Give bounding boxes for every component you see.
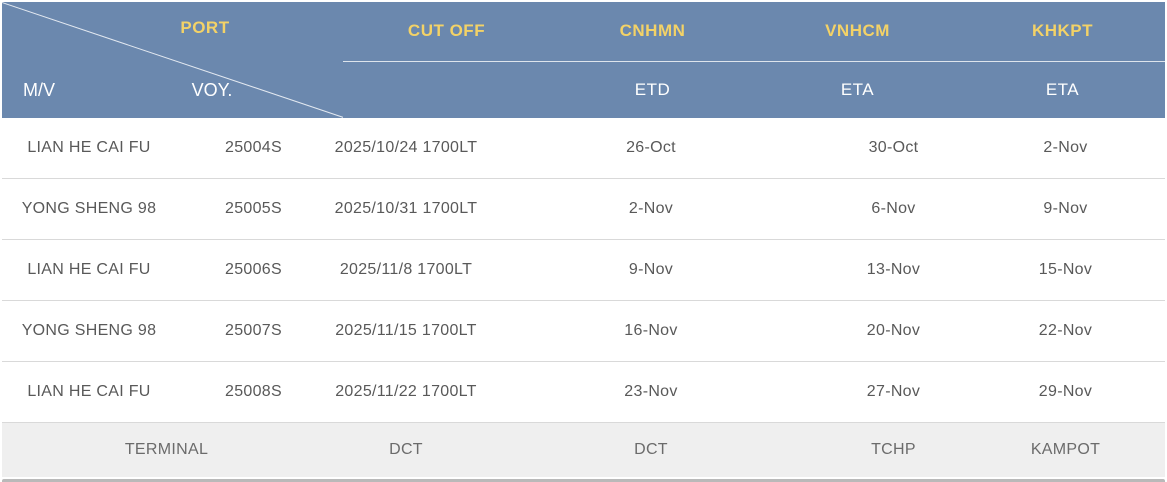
horizontal-scrollbar[interactable] — [2, 479, 1165, 482]
cutoff-cell: 2025/11/15 1700LT — [335, 322, 477, 339]
terminal-row: TERMINAL DCT DCT TCHP KAMPOT — [2, 423, 1165, 477]
table-header: PORT M/V VOY. CUT OFF CNHMN VNHCM KHKPT … — [2, 2, 1165, 118]
eta-vnhcm-cell: 20-Nov — [866, 322, 921, 339]
column-header-vnhcm: VNHCM — [825, 21, 890, 40]
cutoff-cell: 2025/11/22 1700LT — [335, 383, 477, 400]
voyage-cell: 25006S — [225, 261, 282, 278]
terminal-khkpt-cell: KAMPOT — [1030, 441, 1101, 458]
eta-khkpt-cell: 22-Nov — [1038, 322, 1093, 339]
eta-vnhcm-cell: 13-Nov — [866, 261, 921, 278]
terminal-cnhmn-cell: DCT — [634, 441, 668, 458]
cutoff-cell: 2025/10/31 1700LT — [334, 200, 478, 217]
voyage-cell: 25005S — [225, 200, 282, 217]
etd-cnhmn-cell: 2-Nov — [628, 200, 674, 217]
eta-vnhcm-cell: 27-Nov — [866, 383, 921, 400]
terminal-vnhcm-cell: TCHP — [871, 441, 916, 458]
etd-cnhmn-cell: 16-Nov — [624, 322, 678, 339]
eta-vnhcm-cell: 30-Oct — [868, 139, 919, 156]
header-sub-row: ETD ETA ETA — [343, 62, 1165, 118]
column-header-khkpt: KHKPT — [1031, 21, 1094, 40]
schedule-row: LIAN HE CAI FU 25004S 2025/10/24 1700LT … — [2, 118, 1165, 179]
header-corner-cell: PORT M/V VOY. — [2, 2, 343, 118]
vessel-cell: YONG SHENG 98 — [21, 322, 157, 339]
terminal-cutoff-cell: DCT — [389, 441, 423, 458]
cutoff-cell: 2025/10/24 1700LT — [334, 139, 478, 156]
voy-header-label: VOY. — [191, 80, 233, 100]
voyage-cell: 25008S — [225, 383, 282, 400]
voyage-cell: 25007S — [225, 322, 282, 339]
header-divider-line — [343, 61, 1165, 62]
header-top-row: CUT OFF CNHMN VNHCM KHKPT — [343, 2, 1165, 60]
etd-cnhmn-cell: 23-Nov — [624, 383, 678, 400]
cutoff-cell: 2025/11/8 1700LT — [339, 261, 473, 278]
eta-khkpt-cell: 2-Nov — [1043, 139, 1088, 156]
vessel-cell: LIAN HE CAI FU — [27, 139, 151, 156]
eta-khkpt-cell: 29-Nov — [1038, 383, 1093, 400]
schedule-row: YONG SHENG 98 25007S 2025/11/15 1700LT 1… — [2, 301, 1165, 362]
vessel-cell: LIAN HE CAI FU — [27, 383, 151, 400]
vessel-cell: YONG SHENG 98 — [21, 200, 157, 217]
etd-cnhmn-cell: 26-Oct — [626, 139, 676, 156]
schedule-row: LIAN HE CAI FU 25006S 2025/11/8 1700LT 9… — [2, 240, 1165, 301]
column-header-cnhmn: CNHMN — [619, 21, 686, 40]
schedule-row: LIAN HE CAI FU 25008S 2025/11/22 1700LT … — [2, 362, 1165, 423]
schedule-row: YONG SHENG 98 25005S 2025/10/31 1700LT 2… — [2, 179, 1165, 240]
etd-cnhmn-cell: 9-Nov — [628, 261, 674, 278]
column-header-cutoff: CUT OFF — [407, 21, 486, 40]
eta-khkpt-cell: 9-Nov — [1043, 200, 1088, 217]
subheader-eta-khkpt: ETA — [1045, 80, 1080, 99]
mv-header-label: M/V — [23, 80, 56, 100]
subheader-etd-cnhmn: ETD — [634, 80, 671, 99]
vessel-cell: LIAN HE CAI FU — [27, 261, 151, 278]
terminal-label-cell: TERMINAL — [124, 441, 209, 458]
eta-vnhcm-cell: 6-Nov — [871, 200, 916, 217]
eta-khkpt-cell: 15-Nov — [1038, 261, 1093, 278]
voyage-cell: 25004S — [225, 139, 282, 156]
port-header-label: PORT — [180, 18, 230, 37]
header-columns: CUT OFF CNHMN VNHCM KHKPT ETD ETA ETA — [343, 2, 1165, 118]
subheader-eta-vnhcm: ETA — [840, 80, 875, 99]
